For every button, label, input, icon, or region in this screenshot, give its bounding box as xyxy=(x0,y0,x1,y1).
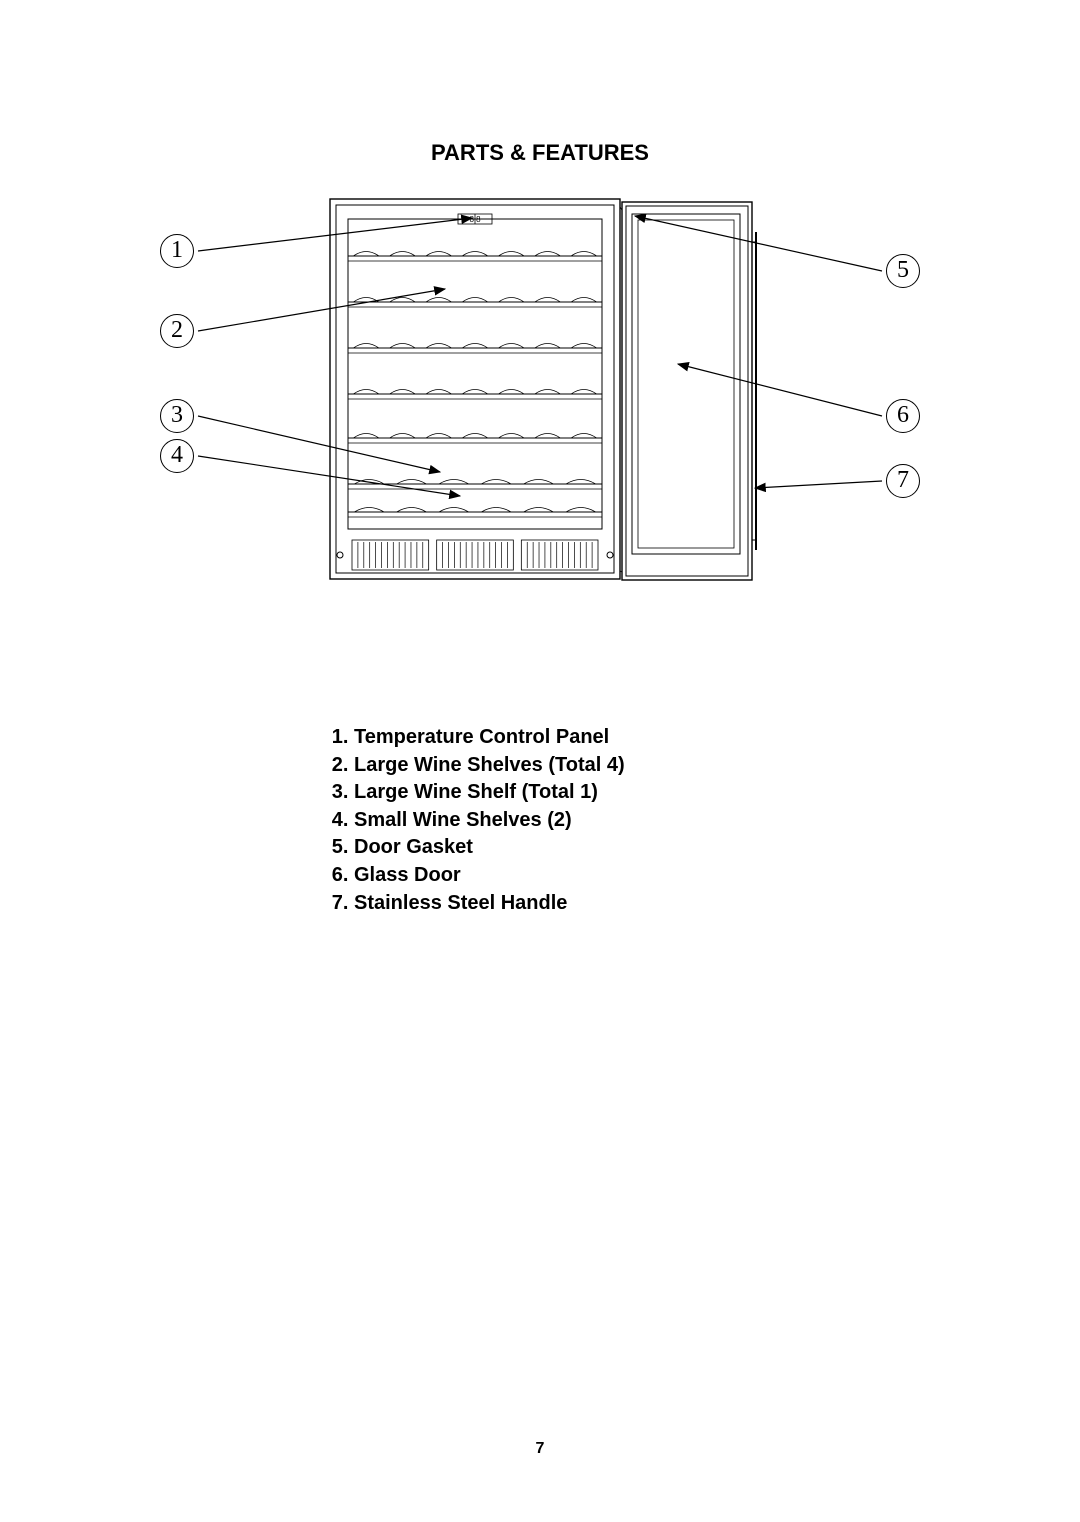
legend-item: Glass Door xyxy=(354,862,760,890)
callout-2: 2 xyxy=(160,314,194,348)
legend-item: Large Wine Shelf (Total 1) xyxy=(354,779,760,807)
page-number: 7 xyxy=(0,1440,1080,1458)
page-title: PARTS & FEATURES xyxy=(100,140,980,166)
callout-3: 3 xyxy=(160,399,194,433)
parts-diagram: 8 8 1234567 xyxy=(180,194,900,614)
callout-1: 1 xyxy=(160,234,194,268)
legend-item: Temperature Control Panel xyxy=(354,724,760,752)
legend-item: Door Gasket xyxy=(354,834,760,862)
callout-6: 6 xyxy=(886,399,920,433)
callout-7: 7 xyxy=(886,464,920,498)
callout-4: 4 xyxy=(160,439,194,473)
legend-item: Large Wine Shelves (Total 4) xyxy=(354,752,760,780)
callout-5: 5 xyxy=(886,254,920,288)
diagram-svg: 8 8 xyxy=(180,194,900,614)
manual-page: PARTS & FEATURES 8 8 1234567 Temperature… xyxy=(0,0,1080,1522)
legend-item: Small Wine Shelves (2) xyxy=(354,807,760,835)
legend-item: Stainless Steel Handle xyxy=(354,890,760,918)
parts-legend: Temperature Control PanelLarge Wine Shel… xyxy=(320,724,760,917)
legend-list: Temperature Control PanelLarge Wine Shel… xyxy=(320,724,760,917)
svg-text:8 8: 8 8 xyxy=(469,215,481,224)
